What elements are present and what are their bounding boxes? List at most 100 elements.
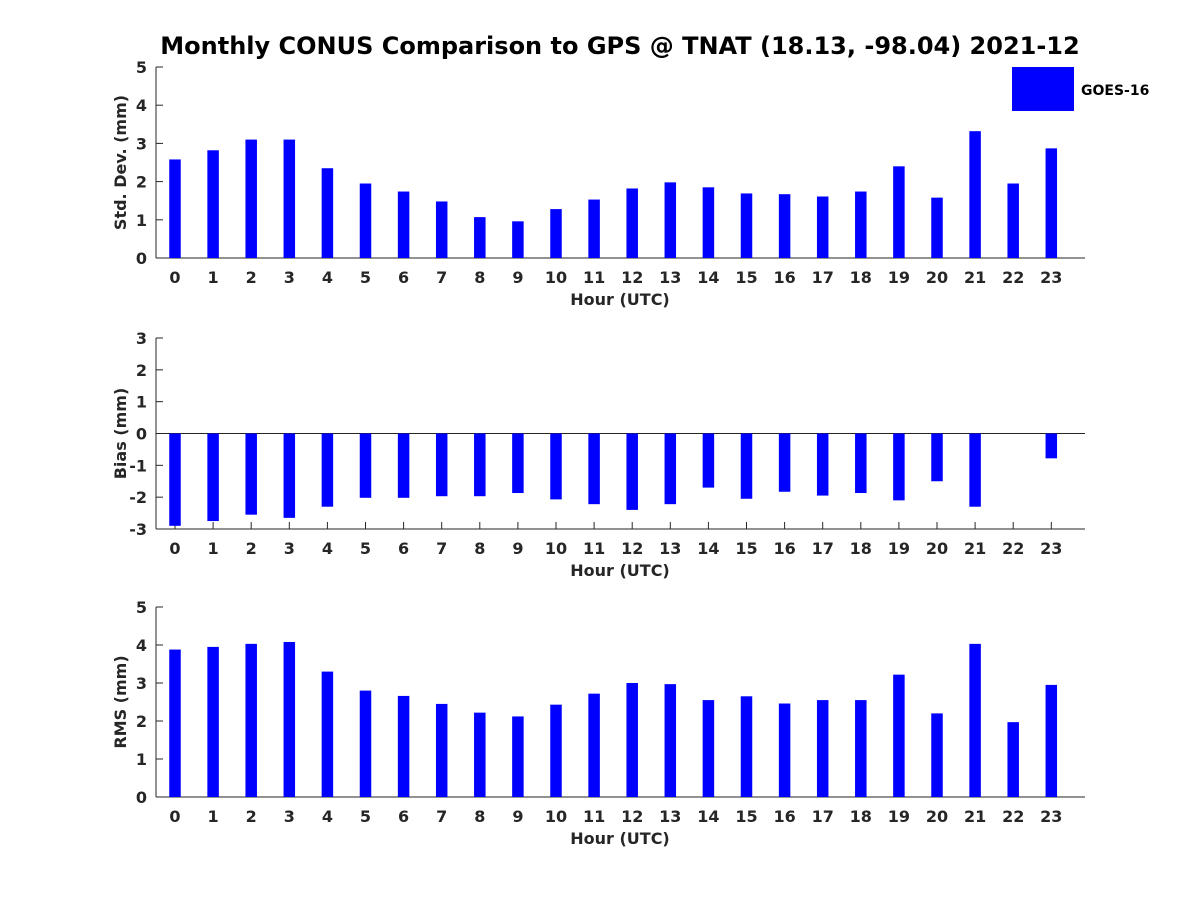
bar-hour-22 [1007,722,1019,797]
x-tick-label: 12 [621,268,643,287]
y-tick-label: 3 [136,674,147,693]
legend: GOES-16 [1012,67,1149,111]
bar-hour-15 [740,696,753,797]
x-tick-label: 8 [474,268,485,287]
x-tick-label: 21 [964,539,986,558]
x-axis-label: Hour (UTC) [570,829,670,848]
x-tick-label: 0 [169,539,180,558]
x-tick-label: 19 [888,807,910,826]
y-tick-label: 4 [136,96,147,115]
bar-hour-2 [245,139,257,258]
x-tick-label: 15 [735,807,757,826]
x-tick-label: 23 [1040,807,1062,826]
bar-hour-10 [550,433,562,500]
y-tick-label: 2 [136,712,147,731]
bar-hour-12 [626,683,638,797]
bar-hour-7 [435,433,448,497]
bar-hour-17 [816,433,829,496]
bar-hour-6 [397,695,410,797]
x-tick-label: 19 [888,268,910,287]
x-axis-label: Hour (UTC) [570,290,670,309]
y-tick-label: -3 [129,520,147,539]
x-tick-label: 18 [850,807,872,826]
y-tick-label: 3 [136,134,147,153]
bar-hour-11 [588,433,600,505]
x-tick-label: 3 [284,268,295,287]
bar-hour-17 [816,196,829,258]
x-tick-label: 18 [850,539,872,558]
y-tick-label: 3 [136,329,147,348]
bar-hour-14 [702,700,715,797]
bar-hour-0 [169,649,181,797]
bar-hour-18 [855,700,867,797]
x-tick-label: 23 [1040,268,1062,287]
x-tick-label: 0 [169,807,180,826]
bar-hour-16 [778,194,791,258]
x-tick-label: 15 [735,539,757,558]
x-tick-label: 23 [1040,539,1062,558]
bar-hour-15 [740,433,753,499]
bar-hour-8 [474,712,486,797]
bar-hour-2 [245,433,257,515]
bar-hour-14 [702,187,715,258]
bar-hour-1 [207,433,219,522]
x-tick-label: 13 [659,268,681,287]
y-axis-label: RMS (mm) [111,655,130,748]
x-tick-label: 21 [964,268,986,287]
bar-hour-19 [893,674,905,797]
bar-hour-4 [321,433,334,507]
x-tick-label: 7 [436,539,447,558]
y-tick-label: 1 [136,211,147,230]
bar-hour-12 [626,433,638,510]
bar-hour-5 [359,690,372,797]
bar-hour-8 [474,217,486,258]
x-tick-label: 17 [812,268,834,287]
bar-hour-11 [588,693,600,797]
x-tick-label: 13 [659,807,681,826]
x-tick-label: 9 [512,268,523,287]
y-tick-label: 0 [136,788,147,807]
y-axis-label: Bias (mm) [111,388,130,480]
y-tick-label: 5 [136,58,147,77]
x-tick-label: 22 [1002,539,1024,558]
bar-hour-20 [931,197,943,258]
bar-hour-19 [893,433,905,501]
bar-hour-3 [283,139,296,258]
x-tick-label: 22 [1002,807,1024,826]
x-tick-label: 20 [926,268,948,287]
bar-hour-21 [969,433,981,507]
x-tick-label: 18 [850,268,872,287]
bar-hour-18 [855,191,867,258]
x-tick-label: 5 [360,807,371,826]
x-tick-label: 1 [208,539,219,558]
legend-swatch-goes-16 [1012,67,1074,111]
bar-hour-13 [664,684,677,797]
bar-hour-21 [969,643,981,797]
bar-hour-7 [435,703,448,797]
bar-hour-17 [816,700,829,797]
x-tick-label: 4 [322,807,333,826]
x-tick-label: 2 [246,539,257,558]
bar-hour-23 [1045,148,1058,258]
bar-hour-13 [664,182,677,258]
bar-hour-19 [893,166,905,258]
x-tick-label: 16 [773,539,795,558]
x-tick-label: 4 [322,268,333,287]
x-tick-label: 21 [964,807,986,826]
x-tick-label: 17 [812,807,834,826]
x-tick-label: 22 [1002,268,1024,287]
x-tick-label: 10 [545,807,567,826]
bar-hour-6 [397,433,410,498]
bar-hour-5 [359,183,372,258]
bar-hour-0 [169,433,181,526]
bar-hour-9 [512,716,524,797]
y-axis-label: Std. Dev. (mm) [111,95,130,230]
legend-label-goes-16: GOES-16 [1081,83,1149,99]
bar-hour-23 [1045,433,1058,459]
x-tick-label: 1 [208,807,219,826]
x-tick-label: 10 [545,539,567,558]
x-tick-label: 14 [697,539,719,558]
bar-hour-9 [512,433,524,494]
